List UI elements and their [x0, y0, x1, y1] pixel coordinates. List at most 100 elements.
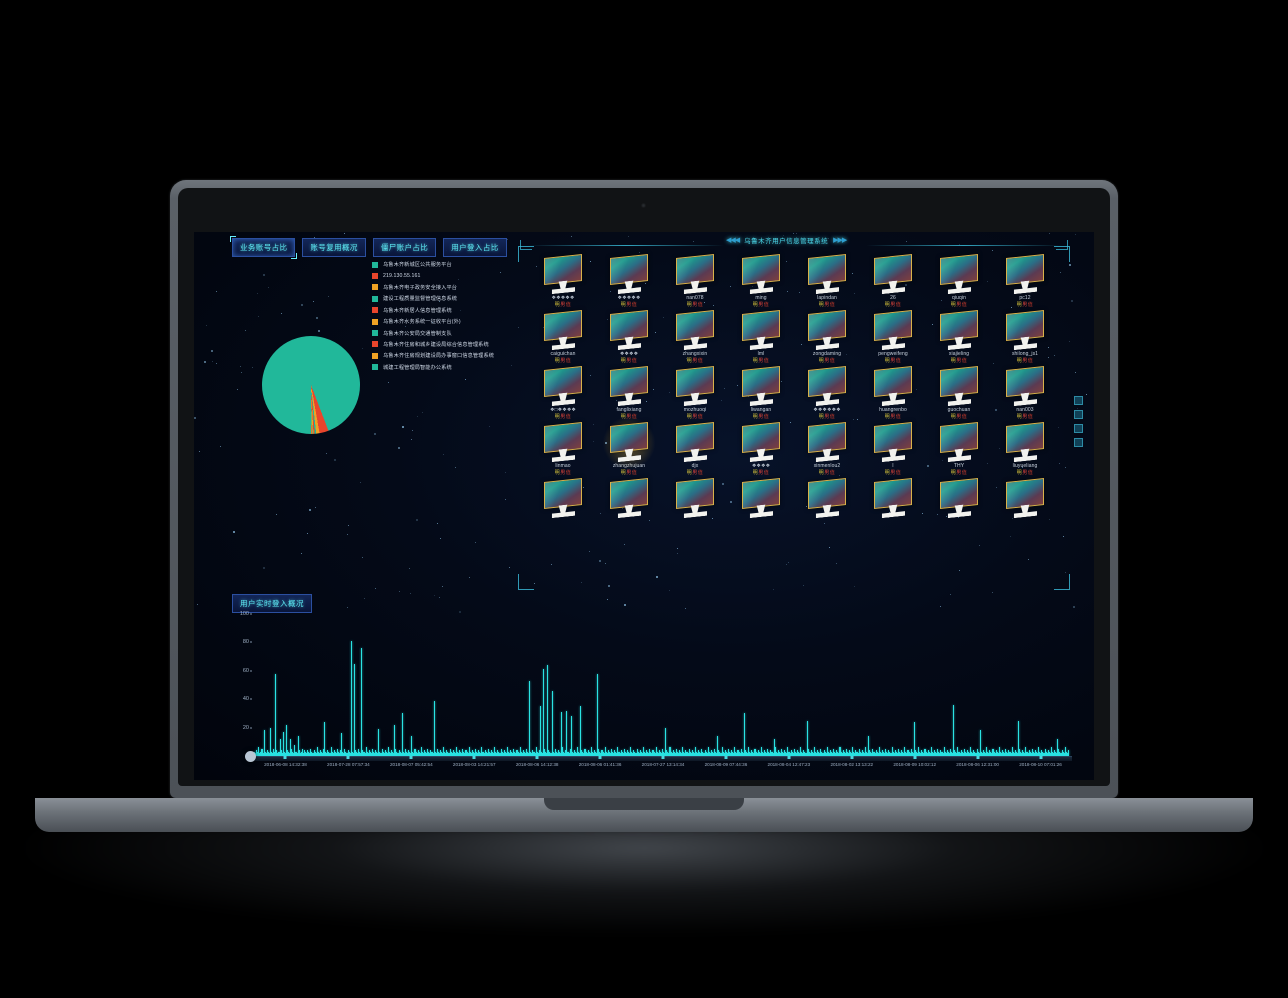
- monitor-icon[interactable]: [937, 310, 981, 350]
- monitor-icon[interactable]: [607, 254, 651, 294]
- user-cell[interactable]: zhangzhujuan明男值: [596, 416, 662, 476]
- monitor-icon[interactable]: [739, 310, 783, 350]
- monitor-icon[interactable]: [541, 310, 585, 350]
- monitor-icon[interactable]: [607, 310, 651, 350]
- monitor-icon[interactable]: [541, 254, 585, 294]
- monitor-icon[interactable]: [871, 310, 915, 350]
- user-cell[interactable]: caiguichan 明男值: [530, 310, 596, 364]
- legend-item[interactable]: 乌鲁木齐新居人信息管理系统: [372, 305, 494, 316]
- monitor-icon[interactable]: [871, 366, 915, 406]
- user-cell[interactable]: liuyueliang 明男值: [992, 422, 1058, 476]
- user-cell[interactable]: ming 明男值: [728, 254, 794, 308]
- user-cell[interactable]: fanglixiang明男值: [596, 366, 662, 420]
- user-cell[interactable]: nan003 明男值: [992, 366, 1058, 420]
- monitor-icon[interactable]: [673, 422, 717, 462]
- legend-item[interactable]: 城建工程管理局智能办公系统: [372, 362, 494, 373]
- legend-item[interactable]: 乌鲁木齐水务系统一征收平台(外): [372, 316, 494, 327]
- monitor-icon[interactable]: [1003, 310, 1047, 350]
- user-cell[interactable]: nan078 明男值: [662, 254, 728, 308]
- tab-1[interactable]: 账号复用概况: [302, 238, 366, 257]
- monitor-icon[interactable]: [739, 478, 783, 518]
- legend-item[interactable]: 219.130.55.161: [372, 270, 494, 281]
- monitor-icon[interactable]: [871, 478, 915, 518]
- user-cell[interactable]: ❖❖❖❖❖❖ 明男值: [794, 366, 860, 420]
- side-chip-icon[interactable]: [1073, 396, 1083, 405]
- range-slider-handle[interactable]: [245, 751, 256, 762]
- legend-item[interactable]: 建设工程质量监督管理信息系统: [372, 293, 494, 304]
- legend-item[interactable]: 乌鲁木齐电子政务安全接入平台: [372, 282, 494, 293]
- tab-0[interactable]: 业务账号占比: [229, 236, 298, 259]
- user-cell[interactable]: huangrenbo 明男值: [860, 366, 926, 420]
- monitor-icon[interactable]: [805, 366, 849, 406]
- side-chip-icon[interactable]: [1073, 410, 1083, 419]
- user-cell[interactable]: [596, 478, 662, 518]
- side-chip-icon[interactable]: [1073, 438, 1083, 447]
- monitor-icon[interactable]: [739, 366, 783, 406]
- monitor-icon[interactable]: [871, 422, 915, 462]
- user-cell[interactable]: [530, 478, 596, 518]
- monitor-icon[interactable]: [607, 366, 651, 406]
- user-cell[interactable]: ❖❖❖❖ 明男值: [596, 310, 662, 364]
- monitor-icon[interactable]: [805, 254, 849, 294]
- user-cell[interactable]: zhangxixin 明男值: [662, 310, 728, 364]
- user-cell[interactable]: ❖❖❖❖❖ 明男值: [530, 254, 596, 308]
- user-cell[interactable]: liwangan 明男值: [728, 366, 794, 420]
- user-cell[interactable]: [992, 478, 1058, 518]
- monitor-icon[interactable]: [1003, 254, 1047, 294]
- monitor-icon[interactable]: [1003, 366, 1047, 406]
- monitor-icon[interactable]: [541, 422, 585, 462]
- user-cell[interactable]: 26 明男值: [860, 254, 926, 308]
- user-cell[interactable]: ❖□❖❖❖❖ 明男值: [530, 366, 596, 420]
- legend-item[interactable]: 乌鲁木齐住房和城乡建设局综合信息管理系统: [372, 339, 494, 350]
- monitor-icon[interactable]: [673, 478, 717, 518]
- monitor-icon[interactable]: [937, 478, 981, 518]
- monitor-icon[interactable]: [739, 422, 783, 462]
- dashboard-tabs[interactable]: 业务账号占比 账号复用概况 僵尸账户占比 用户登入占比: [229, 236, 507, 259]
- monitor-icon[interactable]: [805, 478, 849, 518]
- monitor-icon[interactable]: [673, 366, 717, 406]
- monitor-icon[interactable]: [541, 478, 585, 518]
- user-cell[interactable]: [794, 478, 860, 518]
- monitor-icon[interactable]: [937, 254, 981, 294]
- legend-item[interactable]: 乌鲁木齐公安局交通管制支队: [372, 327, 494, 338]
- side-chip-icon[interactable]: [1073, 424, 1083, 433]
- user-cell[interactable]: guochuan 明男值: [926, 366, 992, 420]
- user-cell[interactable]: shilong_js1 明男值: [992, 310, 1058, 364]
- user-cell[interactable]: lml 明男值: [728, 310, 794, 364]
- user-cell[interactable]: pc12 明男值: [992, 254, 1058, 308]
- user-cell[interactable]: ❖❖❖❖❖ 明男值: [596, 254, 662, 308]
- user-cell[interactable]: pengweifeng 明男值: [860, 310, 926, 364]
- tab-2[interactable]: 僵尸账户占比: [372, 238, 437, 257]
- monitor-icon[interactable]: [607, 478, 651, 518]
- user-cell[interactable]: l 明男值: [860, 422, 926, 476]
- legend-item[interactable]: 乌鲁木齐新城区公共服务平台: [372, 259, 494, 270]
- user-cell[interactable]: xiajieling 明男值: [926, 310, 992, 364]
- monitor-icon[interactable]: [739, 254, 783, 294]
- side-indicator-strip[interactable]: [1072, 396, 1084, 447]
- monitor-icon[interactable]: [673, 254, 717, 294]
- monitor-icon[interactable]: [805, 310, 849, 350]
- user-cell[interactable]: ❖❖❖❖ 明男值: [728, 422, 794, 476]
- monitor-icon[interactable]: [871, 254, 915, 294]
- legend-item[interactable]: 乌鲁木齐住房规划建设局办事窗口信息管理系统: [372, 350, 494, 361]
- monitor-icon[interactable]: [937, 366, 981, 406]
- user-cell[interactable]: lapindan 明男值: [794, 254, 860, 308]
- user-cell[interactable]: zongdaming 明男值: [794, 310, 860, 364]
- monitor-icon[interactable]: [1003, 422, 1047, 462]
- user-cell[interactable]: djx 明男值: [662, 422, 728, 476]
- monitor-icon[interactable]: [937, 422, 981, 462]
- user-cell[interactable]: mozhuoqi 明男值: [662, 366, 728, 420]
- tab-3[interactable]: 用户登入占比: [443, 238, 507, 257]
- monitor-icon[interactable]: [599, 416, 659, 470]
- user-cell[interactable]: xinmenlou2 明男值: [794, 422, 860, 476]
- monitor-icon[interactable]: [541, 366, 585, 406]
- user-cell[interactable]: qiuqin 明男值: [926, 254, 992, 308]
- monitor-icon[interactable]: [673, 310, 717, 350]
- user-cell[interactable]: THY 明男值: [926, 422, 992, 476]
- monitor-icon[interactable]: [805, 422, 849, 462]
- user-cell[interactable]: [662, 478, 728, 518]
- user-cell[interactable]: [926, 478, 992, 518]
- user-cell[interactable]: [860, 478, 926, 518]
- user-cell[interactable]: [728, 478, 794, 518]
- user-cell[interactable]: linmao 明男值: [530, 422, 596, 476]
